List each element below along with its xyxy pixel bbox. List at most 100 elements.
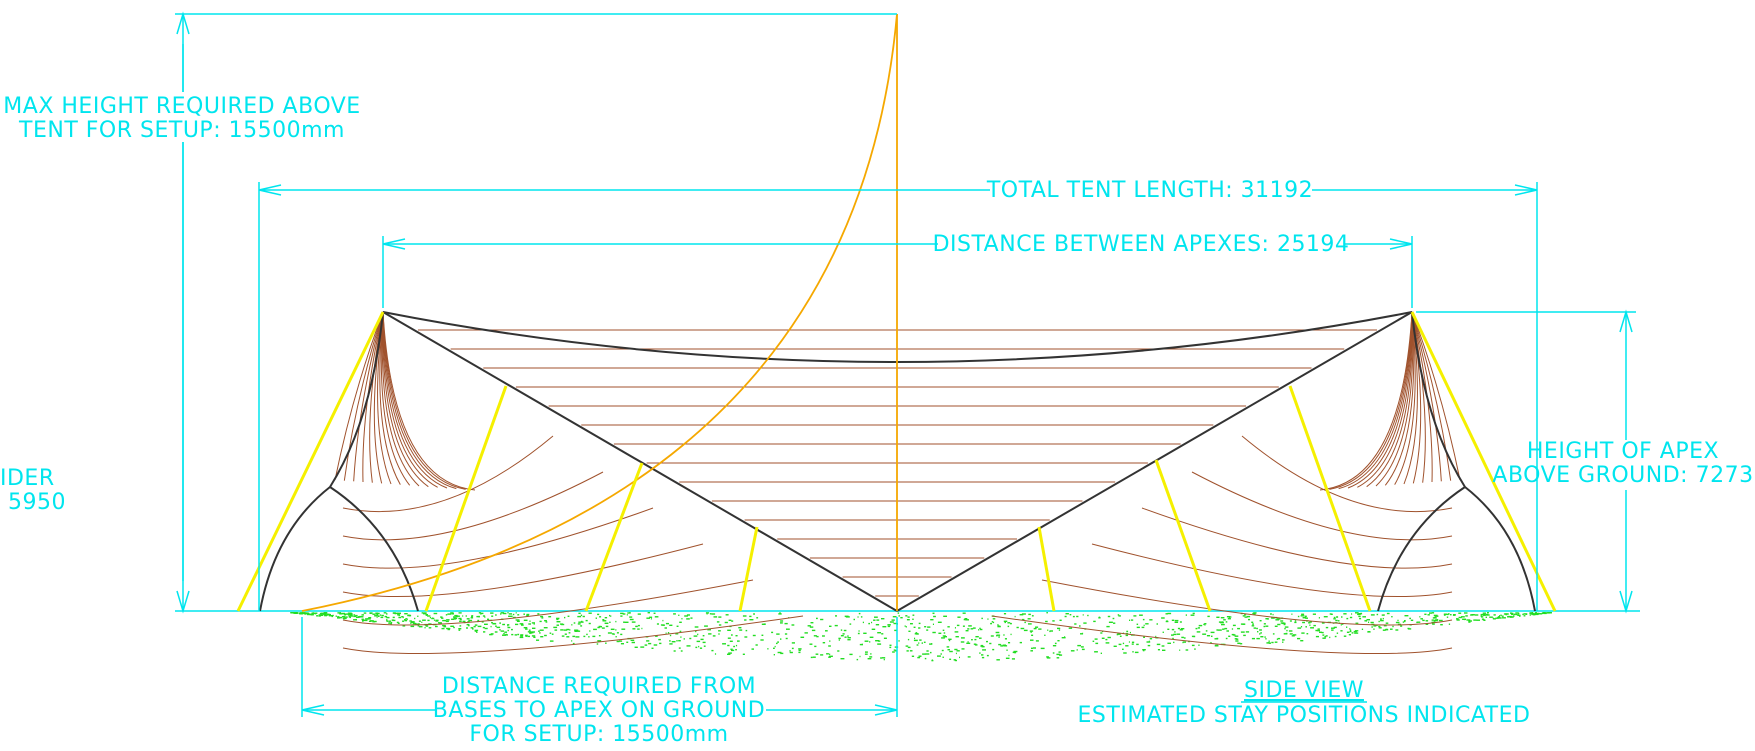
ground-speckle — [1489, 616, 1493, 618]
ground-speckle — [1057, 627, 1061, 630]
fabric-fan-line — [1411, 311, 1461, 481]
ground-speckle — [361, 618, 364, 620]
tent-outline — [259, 311, 1536, 612]
ground-speckle — [1054, 642, 1057, 645]
ground-speckle — [441, 617, 444, 619]
fabric-fan-line — [382, 311, 457, 490]
ground-speckle — [728, 619, 732, 621]
ground-speckle — [1020, 627, 1025, 630]
ground-speckle — [408, 614, 412, 617]
ground-speckle — [549, 640, 554, 642]
ground-speckle — [662, 624, 665, 626]
ground-speckle — [454, 614, 458, 617]
ground-speckle — [438, 622, 442, 624]
ground-speckle — [1395, 621, 1400, 624]
ground-speckle — [1235, 640, 1239, 642]
ground-speckle — [875, 640, 879, 642]
ground-speckle — [665, 622, 669, 625]
ground-speckle — [605, 642, 607, 644]
ground-speckle — [869, 656, 873, 658]
ground-speckle — [496, 626, 501, 629]
ground-speckle — [536, 639, 540, 641]
ground-speckle — [398, 614, 401, 616]
ground-speckle — [1143, 624, 1145, 627]
ground-speckle — [1240, 623, 1245, 625]
ground-speckle — [937, 655, 941, 657]
ground-speckle — [384, 615, 388, 618]
ground-speckle — [601, 627, 605, 629]
ground-speckle — [1012, 651, 1016, 654]
ground-speckle — [458, 617, 462, 620]
ground-speckle — [564, 633, 567, 635]
ground-speckle — [1038, 628, 1042, 630]
ground-speckle — [402, 620, 405, 622]
ground-speckle — [957, 616, 961, 618]
ground-speckle — [1321, 622, 1325, 624]
ground-speckle — [924, 626, 927, 628]
ground-speckle — [386, 620, 389, 622]
ground-speckle — [1156, 643, 1161, 646]
ground-speckle — [1171, 619, 1175, 621]
ground-speckle — [338, 616, 343, 619]
ground-speckle — [428, 627, 432, 629]
ground-speckle — [1267, 642, 1270, 644]
ground-speckle — [1378, 625, 1381, 628]
ground-speckle — [1106, 625, 1110, 628]
ground-speckle — [1325, 635, 1328, 637]
ground-speckle — [302, 612, 306, 614]
ground-speckle — [857, 616, 859, 618]
ground-speckle — [1277, 623, 1281, 626]
ground-speckle — [961, 637, 965, 639]
stay-right-2 — [1154, 459, 1212, 612]
ground-speckle — [1136, 643, 1139, 646]
ground-speckle — [1131, 643, 1134, 645]
ground-speckle — [306, 612, 308, 615]
ground-speckle — [1416, 621, 1421, 623]
fabric-fan-line — [1394, 311, 1416, 485]
ground-speckle — [602, 619, 605, 621]
ground-speckle — [918, 642, 920, 644]
ground-speckle — [773, 647, 775, 649]
ground-speckle — [1183, 637, 1186, 639]
ground-speckle — [987, 618, 989, 620]
ground-speckle — [843, 629, 847, 632]
ground-speckle — [771, 631, 774, 634]
ground-speckle — [1487, 612, 1489, 614]
ground-speckle — [1353, 630, 1357, 633]
ground-speckle — [992, 618, 996, 620]
ground-speckle — [571, 640, 573, 642]
ground-speckle — [622, 613, 626, 615]
ground-speckle — [1003, 634, 1005, 636]
ground-speckle — [979, 637, 982, 639]
ground-speckle — [1403, 620, 1406, 623]
ground-speckle — [909, 650, 913, 652]
ground-speckle — [525, 634, 528, 637]
ground-speckle — [882, 657, 886, 659]
ground-speckle — [362, 620, 364, 622]
ground-speckle — [433, 619, 435, 621]
ground-speckle — [556, 618, 559, 621]
ground-speckle — [567, 615, 570, 617]
ground-speckle — [451, 618, 455, 620]
ground-speckle — [450, 625, 454, 627]
ground-speckle — [494, 631, 498, 633]
ground-speckle — [588, 612, 592, 614]
ground-speckle — [1268, 640, 1270, 642]
ground-speckle — [379, 614, 382, 616]
ground-speckle — [1433, 614, 1438, 617]
ground-speckle — [962, 625, 965, 627]
ground-speckle — [569, 629, 571, 631]
ground-speckle — [386, 616, 390, 619]
ground-speckle — [966, 642, 971, 644]
ground-speckle — [1337, 620, 1340, 622]
ground-speckle — [450, 612, 454, 614]
ground-speckle — [1074, 623, 1077, 625]
ground-speckle — [1211, 635, 1213, 637]
ground-speckle — [1400, 625, 1403, 627]
ground-speckle — [1348, 634, 1351, 636]
ground-speckle — [1141, 626, 1145, 629]
ground-speckle — [1125, 645, 1129, 647]
fabric-fan-line — [382, 311, 448, 489]
ground-speckle — [527, 635, 530, 638]
ground-speckle — [1217, 629, 1222, 631]
